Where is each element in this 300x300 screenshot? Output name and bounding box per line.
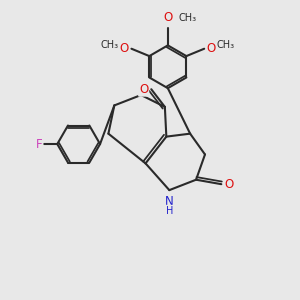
Text: O: O — [207, 42, 216, 55]
Text: O: O — [163, 11, 172, 24]
Text: N: N — [165, 196, 174, 208]
Text: CH₃: CH₃ — [217, 40, 235, 50]
Text: F: F — [36, 138, 42, 151]
Text: CH₃: CH₃ — [178, 13, 196, 23]
Text: CH₃: CH₃ — [101, 40, 119, 50]
Text: H: H — [166, 206, 173, 216]
Text: O: O — [120, 42, 129, 55]
Text: O: O — [224, 178, 234, 191]
Text: O: O — [139, 83, 148, 96]
